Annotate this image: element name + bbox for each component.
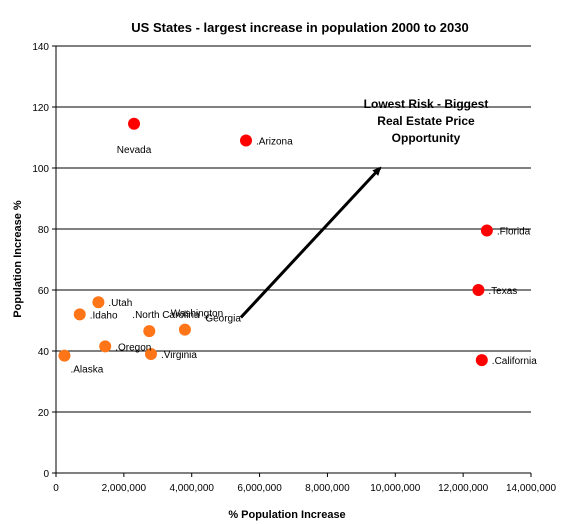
x-tick-label-7: 14,000,000 [506, 483, 556, 494]
point-2 [480, 224, 493, 237]
point-label-9: .Oregon [115, 342, 151, 353]
y-tick-label-3: 60 [38, 286, 50, 297]
note-line-1: Lowest Risk - Biggest [364, 97, 489, 111]
note-line-2: Real Estate Price [377, 114, 475, 128]
point-11 [58, 349, 71, 362]
point-10 [145, 348, 157, 361]
point-3 [472, 284, 485, 296]
point-label-11: .Alaska [70, 365, 103, 376]
point-6 [73, 308, 86, 321]
x-axis-label: % Population Increase [228, 509, 345, 521]
trend-arrow [239, 166, 382, 319]
point-labels: Nevada .Arizona .Florida .Texas .California.… [70, 137, 537, 376]
data-points [58, 117, 493, 367]
point-4 [475, 354, 488, 367]
y-tick-label-7: 140 [32, 42, 49, 53]
y-axis-ticks: 0 20 40 60 80 100 120 140 [32, 42, 56, 480]
point-5 [92, 296, 105, 309]
point-label-5: .Utah [108, 298, 132, 309]
point-label-2: .Florida [497, 227, 531, 238]
point-label-3: .Texas [488, 286, 517, 297]
axes [55, 46, 531, 474]
point-7 [143, 325, 156, 338]
point-label-10: .Virginia [161, 350, 197, 361]
chart-title: US States - largest increase in populati… [131, 20, 468, 35]
point-label-6: .Idaho [90, 310, 118, 321]
point-label-8: .Washington [168, 309, 223, 320]
point-8 [178, 323, 191, 336]
x-tick-label-5: 10,000,000 [370, 483, 420, 494]
y-tick-label-4: 80 [38, 225, 50, 236]
y-tick-label-0: 0 [43, 469, 49, 480]
point-0 [128, 117, 141, 130]
x-tick-label-1: 2,000,000 [102, 483, 147, 494]
point-label-4: .California [492, 356, 537, 367]
y-tick-label-2: 40 [38, 347, 50, 358]
x-tick-label-4: 8,000,000 [305, 483, 350, 494]
point-1 [240, 134, 252, 147]
y-tick-label-6: 120 [32, 103, 49, 114]
x-axis-ticks: 0 2,000,000 4,000,000 6,000,000 8,000,000 10,… [53, 473, 556, 494]
y-tick-label-5: 100 [32, 164, 49, 175]
georgia-label: Georgia [205, 313, 241, 324]
point-label-7: .North Carolina [132, 310, 200, 321]
point-label-1: .Arizona [256, 137, 293, 148]
x-tick-label-3: 6,000,000 [237, 483, 282, 494]
y-tick-label-1: 20 [38, 408, 50, 419]
note-line-3: Opportunity [392, 131, 461, 145]
x-tick-label-2: 4,000,000 [169, 483, 214, 494]
x-tick-label-6: 12,000,000 [438, 483, 488, 494]
x-tick-label-0: 0 [53, 483, 59, 494]
point-label-0: Nevada [117, 145, 152, 156]
point-9 [99, 340, 112, 353]
y-axis-label: Population Increase % [12, 200, 24, 318]
gridlines [56, 45, 531, 413]
